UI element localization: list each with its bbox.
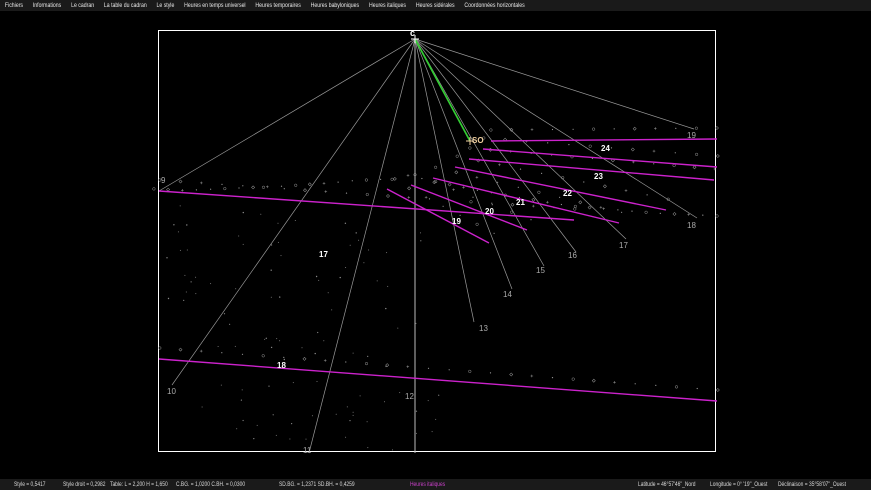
svg-text:23: 23 [594,172,603,181]
svg-text:17: 17 [319,250,328,259]
svg-text:17: 17 [619,241,628,250]
svg-text:21: 21 [516,198,525,207]
svg-text:10: 10 [167,387,176,396]
svg-text:9: 9 [161,176,166,185]
svg-text:19: 19 [687,131,696,140]
svg-text:14: 14 [503,290,512,299]
svg-text:SO: SO [472,136,484,145]
svg-text:24: 24 [601,144,610,153]
svg-text:22: 22 [563,189,572,198]
svg-text:18: 18 [277,361,286,370]
svg-text:15: 15 [536,266,545,275]
svg-text:19: 19 [452,217,461,226]
svg-text:12: 12 [405,392,414,401]
svg-text:11: 11 [303,446,312,455]
svg-text:13: 13 [479,324,488,333]
svg-text:20: 20 [485,207,494,216]
svg-text:18: 18 [687,221,696,230]
svg-text:c: c [410,28,415,38]
svg-text:16: 16 [568,251,577,260]
